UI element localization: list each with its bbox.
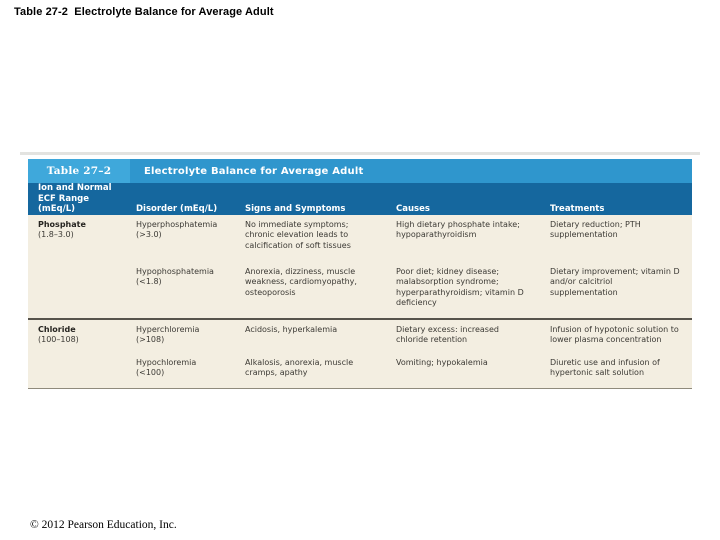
table-header-row: Ion and Normal ECF Range (mEq/L) Disorde… (28, 183, 692, 215)
cell-treatments: Infusion of hypotonic solution to lower … (550, 325, 679, 345)
table-caption: Electrolyte Balance for Average Adult (130, 159, 692, 183)
cell-disorder: Hypochloremia (<100) (126, 353, 235, 388)
column-header-disorder: Disorder (mEq/L) (136, 204, 218, 215)
disorder-name: Hyperchloremia (136, 325, 200, 334)
cell-disorder: Hypophosphatemia (<1.8) (126, 262, 235, 318)
cell-signs: Alkalosis, anorexia, muscle cramps, apat… (245, 358, 354, 378)
column-header-treatments: Treatments (550, 204, 605, 215)
column-header-ion: Ion and Normal ECF Range (mEq/L) (38, 183, 112, 215)
ion-range: (1.8–3.0) (38, 230, 74, 240)
cell-signs: Acidosis, hyperkalemia (245, 325, 338, 334)
ion-cell: Phosphate (1.8–3.0) (28, 215, 126, 262)
disorder-name: Hypophosphatemia (136, 267, 214, 276)
ion-group-phosphate: Phosphate (1.8–3.0) Hyperphosphatemia (>… (28, 215, 692, 318)
cell-causes: High dietary phosphate intake; hypoparat… (396, 220, 520, 240)
ion-cell-spacer (28, 353, 126, 388)
cell-causes: Dietary excess: increased chloride reten… (396, 325, 499, 345)
page-title: Table 27-2 Electrolyte Balance for Avera… (14, 6, 274, 18)
disorder-value: (<100) (136, 368, 165, 378)
column-header-signs: Signs and Symptoms (245, 204, 346, 215)
ion-name: Phosphate (38, 220, 86, 229)
cell-treatments: Diuretic use and infusion of hypertonic … (550, 358, 660, 378)
disorder-name: Hyperphosphatemia (136, 220, 218, 229)
table-body: Phosphate (1.8–3.0) Hyperphosphatemia (>… (28, 215, 692, 389)
cell-disorder: Hyperchloremia (>108) (126, 320, 235, 353)
cell-causes: Vomiting; hypokalemia (396, 358, 488, 367)
ion-cell-spacer (28, 262, 126, 318)
disorder-value: (>3.0) (136, 230, 162, 240)
disorder-value: (<1.8) (136, 277, 162, 287)
electrolyte-table: Table 27–2 Electrolyte Balance for Avera… (20, 152, 700, 389)
ion-group-chloride: Chloride (100–108) Hyperchloremia (>108)… (28, 320, 692, 388)
table-top-strip (20, 152, 700, 155)
ion-range: (100–108) (38, 335, 79, 345)
table-title-band: Table 27–2 Electrolyte Balance for Avera… (28, 159, 692, 183)
disorder-value: (>108) (136, 335, 165, 345)
ion-cell: Chloride (100–108) (28, 320, 126, 353)
cell-causes: Poor diet; kidney disease; malabsorption… (396, 267, 524, 308)
copyright-credit: © 2012 Pearson Education, Inc. (30, 519, 177, 531)
table-number-chip: Table 27–2 (28, 159, 130, 183)
cell-disorder: Hyperphosphatemia (>3.0) (126, 215, 235, 262)
disorder-name: Hypochloremia (136, 358, 197, 367)
group-separator (28, 318, 692, 320)
cell-signs: No immediate symptoms; chronic elevation… (245, 220, 351, 250)
cell-signs: Anorexia, dizziness, muscle weakness, ca… (245, 267, 357, 297)
cell-treatments: Dietary improvement; vitamin D and/or ca… (550, 267, 680, 297)
cell-treatments: Dietary reduction; PTH supplementation (550, 220, 641, 240)
column-header-causes: Causes (396, 204, 430, 215)
ion-name: Chloride (38, 325, 76, 334)
